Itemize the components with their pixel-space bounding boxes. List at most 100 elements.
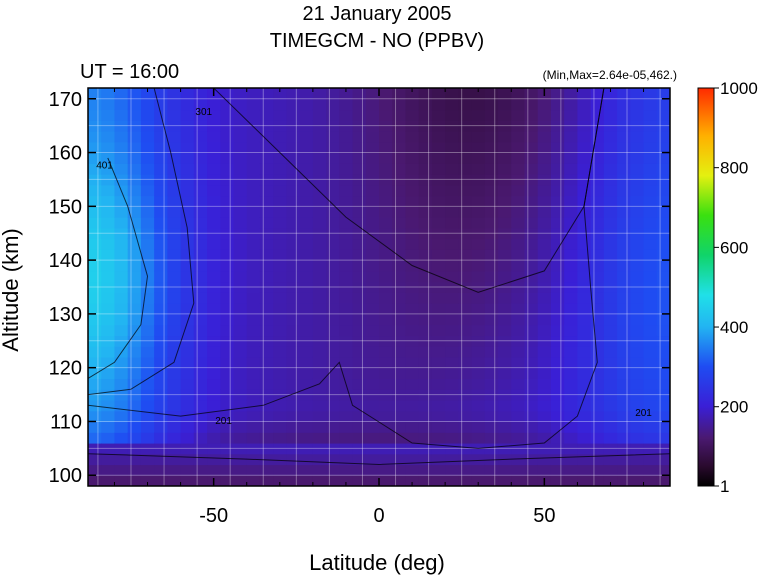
field-cell [193,313,208,326]
field-cell [154,378,168,390]
field-cell [630,356,645,369]
field-cell [273,346,288,358]
field-cell [537,109,552,121]
field-cell [564,303,579,315]
field-cell [167,141,182,154]
field-cell [458,88,473,100]
field-cell [273,421,288,433]
field-cell [88,335,102,347]
x-tick-label: 0 [373,505,384,527]
field-cell [114,410,129,423]
field-cell [617,281,631,293]
field-cell [365,141,380,154]
field-cell [114,313,129,326]
field-cell [603,303,618,315]
field-cell [259,249,274,261]
field-cell [431,367,446,380]
field-cell [127,367,142,380]
field-cell [127,206,142,218]
field-cell [101,260,116,272]
field-cell [445,217,459,229]
field-cell [246,378,261,390]
field-cell [220,399,235,412]
field-cell [656,184,670,197]
field-cell [564,378,579,390]
field-cell [286,88,301,100]
field-cell [656,442,670,455]
field-cell [114,260,129,272]
field-cell [656,109,670,121]
field-cell [246,324,261,337]
field-cell [405,324,420,337]
field-cell [193,399,208,412]
field-cell [365,442,380,455]
field-cell [140,292,155,304]
field-cell [259,475,274,486]
field-cell [220,174,235,186]
field-cell [273,313,288,326]
field-cell [379,453,393,466]
field-cell [339,260,354,272]
field-cell [445,432,459,444]
field-cell [140,378,155,390]
field-cell [114,432,129,444]
field-cell [498,206,512,218]
field-cell [603,292,618,304]
field-cell [220,152,235,164]
field-cell [405,464,420,476]
field-cell [339,475,354,486]
field-cell [617,367,631,380]
field-cell [656,324,670,337]
field-cell [326,249,340,261]
field-cell [259,442,274,455]
field-cell [590,303,605,315]
field-cell [392,281,407,293]
field-cell [101,346,116,358]
contour-label: 301 [195,107,212,118]
field-cell [471,227,486,240]
field-cell [590,432,605,444]
field-cell [246,217,261,229]
field-cell [524,98,539,111]
field-cell [392,88,407,100]
field-cell [418,249,433,261]
field-cell [392,163,407,175]
field-cell [431,152,446,164]
field-cell [431,464,446,476]
field-cell [273,131,288,143]
field-cell [286,303,301,315]
field-cell [379,421,393,433]
field-cell [445,131,459,143]
field-cell [511,260,526,272]
field-cell [564,109,579,121]
field-cell [643,141,658,154]
field-cell [458,367,473,380]
field-cell [550,432,565,444]
field-cell [392,195,407,207]
field-cell [154,260,168,272]
field-cell [405,367,420,380]
field-cell [379,249,393,261]
field-cell [630,324,645,337]
field-cell [154,367,168,380]
field-cell [180,464,195,476]
field-cell [656,378,670,390]
field-cell [207,410,221,423]
field-cell [193,249,208,261]
field-cell [154,281,168,293]
field-cell [564,432,579,444]
field-cell [246,227,261,240]
field-cell [511,389,526,401]
field-cell [537,281,552,293]
field-cell [617,270,631,283]
field-cell [246,475,261,486]
field-cell [207,281,221,293]
field-cell [233,281,248,293]
field-cell [286,389,301,401]
field-cell [458,432,473,444]
field-cell [498,131,512,143]
field-cell [101,303,116,315]
field-cell [365,324,380,337]
field-cell [577,464,592,476]
field-cell [392,292,407,304]
